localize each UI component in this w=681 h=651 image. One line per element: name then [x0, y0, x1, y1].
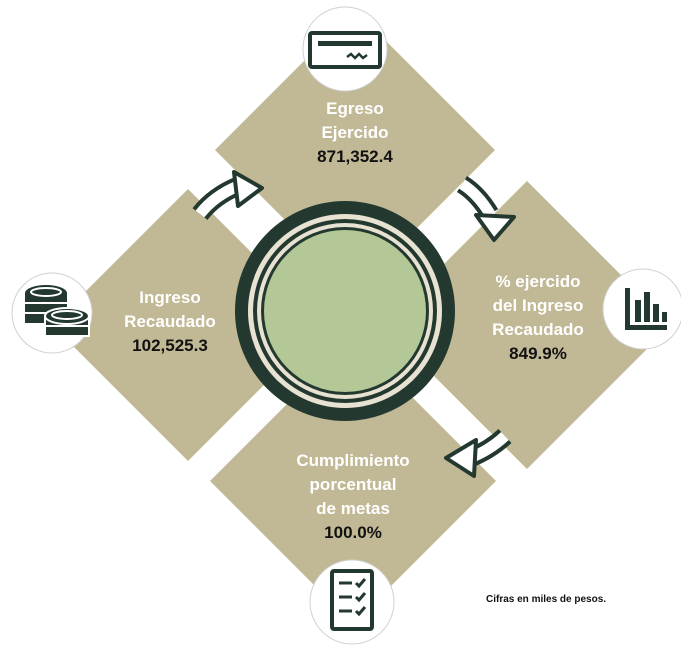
center-circle: [235, 201, 455, 421]
panel-top-text: Egreso Ejercido 871,352.4: [280, 97, 430, 169]
arrow-top-to-right: [456, 175, 516, 242]
panel-left-text: Ingreso Recaudado 102,525.3: [100, 286, 240, 358]
arrow-right-to-bottom: [444, 428, 512, 478]
panel-right-label-3: Recaudado: [492, 320, 584, 339]
panel-left-label-1: Ingreso: [139, 288, 201, 307]
bar-chart-icon: [602, 268, 681, 350]
coins-icon: [11, 272, 93, 354]
arrow-left-to-top: [192, 170, 264, 221]
panel-right-label-1: % ejercido: [495, 272, 581, 291]
panel-right-text: % ejercido del Ingreso Recaudado 849.9%: [463, 270, 613, 366]
check-bill-icon: [302, 6, 388, 92]
checklist-icon: [309, 559, 395, 645]
panel-top-value: 871,352.4: [317, 147, 393, 166]
panel-bottom-value: 100.0%: [324, 523, 382, 542]
panel-bottom-label-2: porcentual: [309, 475, 397, 494]
panel-bottom-label-3: de metas: [316, 499, 390, 518]
panel-right-value: 849.9%: [509, 344, 567, 363]
panel-bottom-label-1: Cumplimiento: [296, 451, 410, 470]
panel-top-label-1: Egreso: [326, 99, 384, 118]
panel-left-value: 102,525.3: [132, 336, 208, 355]
footnote: Cifras en miles de pesos.: [486, 594, 607, 605]
panel-right-label-2: del Ingreso: [492, 296, 584, 315]
panel-top-label-2: Ejercido: [321, 123, 389, 142]
panel-bottom-text: Cumplimiento porcentual de metas 100.0%: [278, 449, 428, 545]
panel-bottom: [210, 338, 496, 624]
panel-left-label-2: Recaudado: [124, 312, 216, 331]
panel-right: [383, 181, 671, 469]
